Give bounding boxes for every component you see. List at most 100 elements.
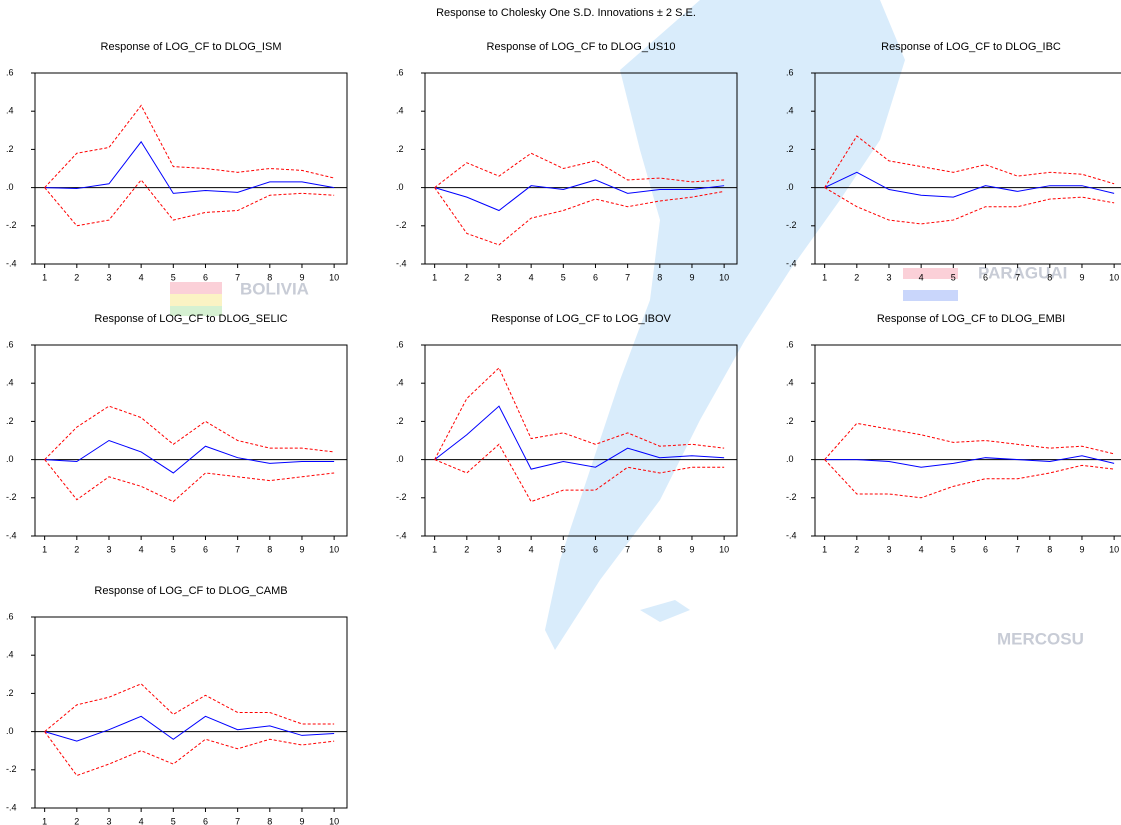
y-tick-label: -.4 [396, 530, 407, 540]
response-line [434, 152, 725, 188]
x-tick-label: 4 [139, 272, 144, 282]
flag-stripe [170, 294, 222, 306]
response-line [434, 367, 725, 460]
x-tick-label: 1 [432, 272, 437, 282]
response-line [824, 459, 1115, 499]
plot-frame [34, 72, 348, 265]
x-tick-label: 1 [42, 544, 47, 554]
response-line [44, 179, 335, 227]
x-tick-label: 6 [593, 544, 598, 554]
x-tick-label: 1 [42, 272, 47, 282]
x-tick-label: 5 [171, 272, 176, 282]
x-tick-label: 9 [689, 272, 694, 282]
x-tick-label: 3 [496, 272, 501, 282]
x-tick-label: 8 [1047, 272, 1052, 282]
x-tick-label: 9 [299, 272, 304, 282]
y-tick-label: -.4 [6, 258, 17, 268]
x-tick-label: 2 [464, 272, 469, 282]
response-line [824, 171, 1115, 198]
y-tick-label: .2 [786, 144, 794, 154]
y-tick-label: .4 [6, 378, 14, 388]
x-tick-label: 2 [74, 272, 79, 282]
x-tick-label: 7 [1015, 272, 1020, 282]
response-line [44, 439, 335, 474]
x-tick-label: 10 [329, 272, 339, 282]
x-tick-label: 4 [139, 544, 144, 554]
charts: Response of LOG_CF to DLOG_ISM -.4 -.2 .0 .2… [6, 41, 1121, 825]
x-tick-label: 9 [299, 544, 304, 554]
chart-panel: Response of LOG_CF to DLOG_IBC -.4 -.2 .0 .2… [786, 41, 1121, 282]
plot-frame [424, 72, 738, 265]
y-tick-label: .4 [396, 378, 404, 388]
flag-stripe [903, 290, 958, 301]
x-tick-label: 7 [625, 544, 630, 554]
x-tick-label: 8 [267, 272, 272, 282]
x-tick-label: 2 [854, 544, 859, 554]
x-tick-label: 2 [854, 272, 859, 282]
x-tick-label: 7 [235, 816, 240, 825]
chart-title: Response of LOG_CF to LOG_IBOV [491, 313, 671, 325]
x-tick-label: 5 [561, 544, 566, 554]
x-tick-label: 4 [529, 544, 534, 554]
x-tick-label: 1 [42, 816, 47, 825]
x-tick-label: 9 [1079, 272, 1084, 282]
x-tick-label: 3 [106, 544, 111, 554]
response-line [44, 715, 335, 742]
flag-stripe [170, 282, 222, 294]
y-tick-label: .4 [396, 106, 404, 116]
x-tick-label: 6 [983, 544, 988, 554]
y-tick-label: .0 [396, 454, 404, 464]
x-tick-label: 8 [657, 272, 662, 282]
x-tick-label: 7 [1015, 544, 1020, 554]
flag-stripe [170, 306, 222, 316]
chart-panel: Response of LOG_CF to DLOG_CAMB -.4 -.2 .0.… [6, 585, 348, 825]
response-line [434, 179, 725, 212]
y-tick-label: .4 [6, 650, 14, 660]
response-line [44, 140, 335, 194]
x-tick-label: 10 [719, 544, 729, 554]
y-tick-label: -.4 [6, 802, 17, 812]
y-tick-label: -.4 [786, 530, 797, 540]
x-tick-label: 10 [329, 816, 339, 825]
y-tick-label: .6 [786, 67, 794, 77]
y-tick-label: -.2 [6, 764, 17, 774]
y-tick-label: -.2 [396, 220, 407, 230]
chart-title: Response of LOG_CF to DLOG_ISM [101, 41, 282, 53]
chart-title: Response of LOG_CF to DLOG_SELIC [94, 313, 287, 325]
x-tick-label: 6 [983, 272, 988, 282]
x-tick-label: 3 [886, 544, 891, 554]
x-tick-label: 7 [235, 544, 240, 554]
y-tick-label: .2 [396, 416, 404, 426]
y-tick-label: -.4 [786, 258, 797, 268]
x-tick-label: 4 [529, 272, 534, 282]
x-tick-label: 10 [1109, 272, 1119, 282]
y-tick-label: .6 [396, 339, 404, 349]
x-tick-label: 9 [1079, 544, 1084, 554]
x-tick-label: 3 [496, 544, 501, 554]
y-tick-label: .2 [6, 688, 14, 698]
x-tick-label: 1 [432, 544, 437, 554]
y-tick-label: .2 [396, 144, 404, 154]
x-tick-label: 3 [106, 272, 111, 282]
x-tick-label: 9 [689, 544, 694, 554]
x-tick-label: 10 [1109, 544, 1119, 554]
x-tick-label: 5 [951, 544, 956, 554]
y-tick-label: .6 [6, 339, 14, 349]
x-tick-label: 8 [267, 544, 272, 554]
x-tick-label: 8 [1047, 544, 1052, 554]
y-tick-label: .6 [6, 67, 14, 77]
y-tick-label: .4 [6, 106, 14, 116]
y-tick-label: .0 [6, 182, 14, 192]
x-tick-label: 6 [203, 272, 208, 282]
y-tick-label: .6 [396, 67, 404, 77]
response-line [44, 459, 335, 503]
x-tick-label: 5 [171, 544, 176, 554]
watermark-label: MERCOSU [997, 629, 1084, 648]
x-tick-label: 8 [657, 544, 662, 554]
x-tick-label: 8 [267, 816, 272, 825]
x-tick-label: 2 [74, 544, 79, 554]
plot-frame [34, 344, 348, 537]
x-tick-label: 2 [464, 544, 469, 554]
y-tick-label: .0 [396, 182, 404, 192]
